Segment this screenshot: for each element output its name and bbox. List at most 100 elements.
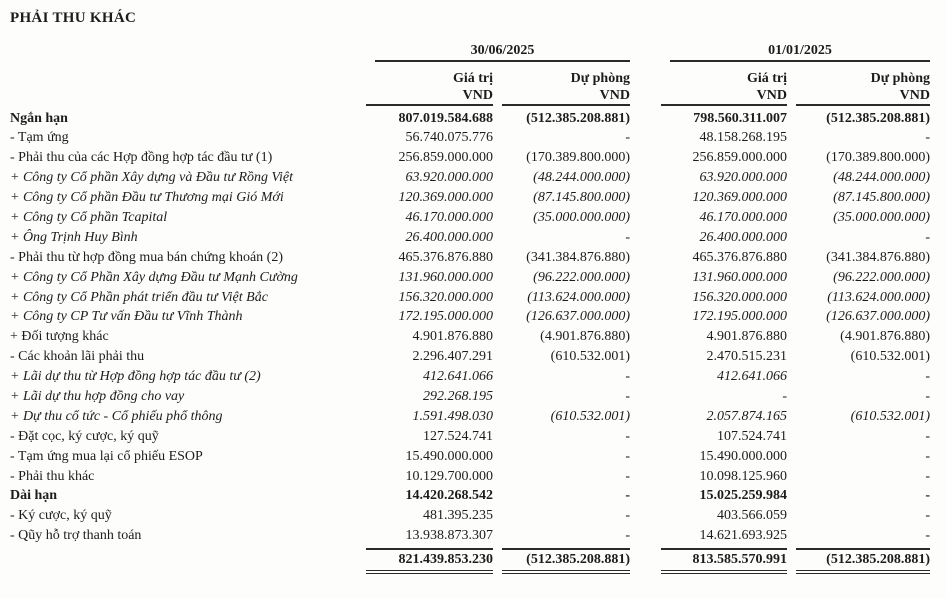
cell-provision-1: (512.385.208.881) [526, 110, 630, 126]
header-spacer [10, 41, 357, 62]
row-label: + Lãi dự thu từ Hợp đồng hợp tác đầu tư … [10, 369, 261, 385]
cell-value-2: 63.920.000.000 [699, 170, 788, 186]
cell-provision-2: (35.000.000.000) [833, 209, 930, 225]
cell-value-2: 4.901.876.880 [706, 329, 788, 345]
table-row: + Lãi dự thu từ Hợp đồng hợp tác đầu tư … [10, 365, 930, 385]
cell-value-1: 56.740.075.776 [405, 130, 494, 146]
cell-provision-1: (170.389.800.000) [526, 150, 630, 166]
cell-provision-1: - [625, 428, 630, 444]
cell-value-2: 131.960.000.000 [692, 269, 788, 285]
cell-value-1: 807.019.584.688 [398, 110, 494, 126]
table-row: + Lãi dự thu hợp đồng cho vay 292.268.19… [10, 384, 930, 404]
cell-value-1: 15.490.000.000 [405, 448, 494, 464]
row-label: + Công ty CP Tư vấn Đầu tư Vĩnh Thành [10, 309, 243, 325]
unit-label: VND [366, 88, 493, 106]
cell-provision-1: (96.222.000.000) [533, 269, 630, 285]
cell-value-1: 63.920.000.000 [405, 170, 494, 186]
cell-provision-1: (610.532.001) [550, 408, 630, 424]
total-row: 821.439.853.230 (512.385.208.881) 813.58… [10, 544, 930, 574]
cell-value-1: 4.901.876.880 [412, 329, 494, 345]
cell-value-1: 127.524.741 [423, 428, 493, 444]
cell-provision-2: (96.222.000.000) [833, 269, 930, 285]
cell-provision-1: (87.145.800.000) [533, 190, 630, 206]
table-row: + Công ty Cổ phần Đầu tư Thương mại Gió … [10, 186, 930, 206]
row-label: + Ông Trịnh Huy Bình [10, 229, 138, 245]
row-label: - Phải thu của các Hợp đồng hợp tác đầu … [10, 150, 273, 166]
total-value: 813.585.570.991 [661, 548, 787, 574]
cell-value-2: 15.490.000.000 [699, 448, 788, 464]
table-row: + Công ty Cổ Phần Xây dựng Đầu tư Mạnh C… [10, 265, 930, 285]
cell-provision-1: - [625, 528, 630, 544]
row-label: + Dự thu cổ tức - Cổ phiếu phổ thông [10, 408, 223, 424]
unit-label: VND [796, 88, 930, 106]
col-header-duphong-1: Dự phòng [570, 70, 630, 86]
cell-value-2: 10.098.125.960 [699, 468, 788, 484]
row-label: + Công ty Cổ phần Đầu tư Thương mại Gió … [10, 190, 284, 206]
cell-provision-2: - [925, 428, 930, 444]
cell-value-1: 172.195.000.000 [398, 309, 494, 325]
row-label: + Công ty Cổ phần Tcapital [10, 209, 168, 225]
cell-value-1: 131.960.000.000 [398, 269, 494, 285]
cell-value-1: 412.641.066 [423, 369, 493, 385]
total-provision: (512.385.208.881) [796, 548, 930, 574]
cell-provision-2: (4.901.876.880) [840, 329, 930, 345]
cell-provision-2: - [925, 229, 930, 245]
cell-provision-1: - [625, 468, 630, 484]
cell-provision-2: (341.384.876.880) [826, 249, 930, 265]
table-row: - Các khoản lãi phải thu 2.296.407.291 (… [10, 345, 930, 365]
unit-label: VND [661, 88, 787, 106]
cell-value-2: 14.621.693.925 [699, 528, 788, 544]
cell-provision-2: - [925, 528, 930, 544]
cell-provision-2: - [925, 369, 930, 385]
table-row: + Công ty CP Tư vấn Đầu tư Vĩnh Thành 17… [10, 305, 930, 325]
cell-provision-1: (126.637.000.000) [526, 309, 630, 325]
unit-row: VND VND VND VND [10, 86, 930, 106]
cell-value-1: 13.938.873.307 [405, 528, 494, 544]
row-label: - Phải thu từ hợp đồng mua bán chứng kho… [10, 249, 283, 265]
table-row: - Tạm ứng mua lại cổ phiếu ESOP 15.490.0… [10, 444, 930, 464]
date-label-2: 01/01/2025 [670, 43, 930, 62]
table-row: - Đặt cọc, ký cược, ký quỹ 127.524.741 -… [10, 424, 930, 444]
cell-provision-2: (170.389.800.000) [826, 150, 930, 166]
table-row: - Ký cược, ký quỹ 481.395.235 - 403.566.… [10, 504, 930, 524]
cell-value-2: - [782, 388, 787, 404]
cell-value-2: 26.400.000.000 [699, 229, 788, 245]
table-row: - Phải thu khác 10.129.700.000 - 10.098.… [10, 464, 930, 484]
cell-value-1: 156.320.000.000 [398, 289, 494, 305]
row-label: + Đối tượng khác [10, 329, 109, 345]
cell-provision-2: (113.624.000.000) [827, 289, 930, 305]
unit-label: VND [502, 88, 630, 106]
total-provision: (512.385.208.881) [502, 548, 630, 574]
table-row: - Qũy hỗ trợ thanh toán 13.938.873.307 -… [10, 524, 930, 544]
cell-provision-1: (35.000.000.000) [533, 209, 630, 225]
cell-provision-1: - [625, 508, 630, 524]
cell-value-2: 2.470.515.231 [706, 349, 788, 365]
cell-provision-1: - [625, 369, 630, 385]
date-header-row: 30/06/2025 01/01/2025 [10, 41, 930, 62]
cell-provision-1: - [625, 130, 630, 146]
document-page: PHẢI THU KHÁC 30/06/2025 01/01/2025 [10, 10, 930, 574]
cell-value-2: 15.025.259.984 [699, 488, 788, 504]
cell-value-2: 48.158.268.195 [699, 130, 788, 146]
cell-provision-2: - [925, 448, 930, 464]
table-row: Dài hạn 14.420.268.542 - 15.025.259.984 … [10, 484, 930, 504]
cell-value-1: 14.420.268.542 [405, 488, 494, 504]
cell-value-2: 120.369.000.000 [692, 190, 788, 206]
cell-provision-1: (610.532.001) [550, 349, 630, 365]
table-row: - Phải thu từ hợp đồng mua bán chứng kho… [10, 245, 930, 265]
cell-provision-1: - [625, 388, 630, 404]
subheader-row: Giá trị Dự phòng Giá trị Dự phòng [10, 62, 930, 86]
cell-value-1: 292.268.195 [423, 388, 493, 404]
cell-provision-2: - [925, 508, 930, 524]
cell-value-1: 10.129.700.000 [405, 468, 494, 484]
row-label: Dài hạn [10, 488, 58, 504]
table-row: + Ông Trịnh Huy Bình 26.400.000.000 - 26… [10, 225, 930, 245]
cell-value-1: 26.400.000.000 [405, 229, 494, 245]
col-header-duphong-2: Dự phòng [870, 70, 930, 86]
total-value: 821.439.853.230 [366, 548, 493, 574]
receivables-table: 30/06/2025 01/01/2025 Giá trị Dự phòng G… [10, 41, 930, 574]
row-label: - Qũy hỗ trợ thanh toán [10, 528, 142, 544]
cell-provision-1: (4.901.876.880) [540, 329, 630, 345]
cell-provision-2: (126.637.000.000) [826, 309, 930, 325]
table-row: + Công ty Cổ Phần phát triển đầu tư Việt… [10, 285, 930, 305]
